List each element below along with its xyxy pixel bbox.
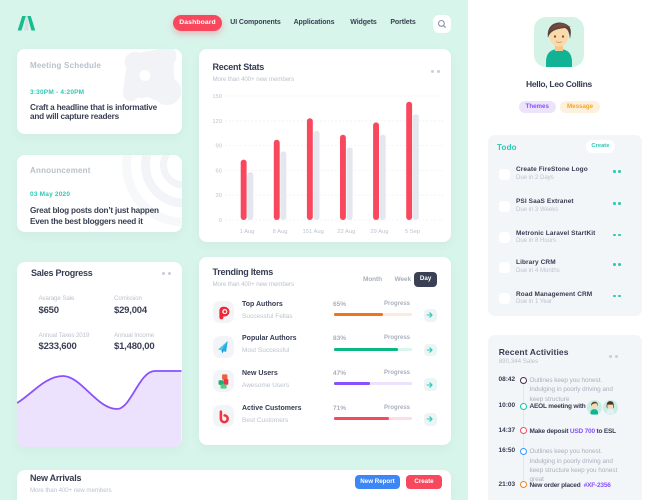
svg-text:150: 150 [212, 94, 222, 100]
svg-text:90: 90 [216, 144, 222, 150]
svg-text:30: 30 [216, 193, 222, 199]
svg-text:8 Aug: 8 Aug [273, 229, 288, 235]
svg-text:22 Aug: 22 Aug [337, 229, 355, 235]
svg-text:29 Aug: 29 Aug [370, 229, 388, 235]
svg-text:5 Sep: 5 Sep [405, 229, 420, 235]
svg-text:0: 0 [219, 218, 222, 224]
svg-text:60: 60 [216, 168, 222, 174]
svg-text:151 Aug: 151 Aug [303, 229, 324, 235]
svg-text:1 Aug: 1 Aug [240, 229, 255, 235]
svg-text:120: 120 [212, 119, 222, 125]
